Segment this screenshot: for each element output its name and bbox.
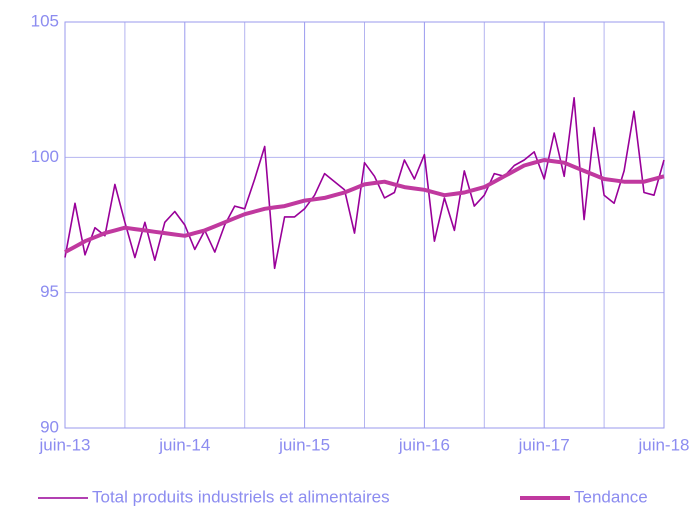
y-tick-label: 95 (40, 282, 59, 301)
x-tick-label: juin-14 (158, 435, 210, 454)
legend-label: Total produits industriels et alimentair… (92, 487, 390, 506)
plot-frame (64, 21, 665, 429)
legend-label: Tendance (574, 487, 648, 506)
x-tick-label: juin-16 (398, 435, 450, 454)
x-tick-label: juin-17 (518, 435, 570, 454)
series-line (64, 158, 665, 254)
x-tick-label: juin-13 (38, 435, 90, 454)
x-tick-label: juin-18 (637, 435, 689, 454)
y-tick-label: 90 (40, 417, 59, 436)
y-tick-label: 105 (31, 11, 59, 30)
x-tick-label: juin-15 (278, 435, 330, 454)
y-tick-label: 100 (31, 147, 59, 166)
series-line (64, 97, 665, 270)
